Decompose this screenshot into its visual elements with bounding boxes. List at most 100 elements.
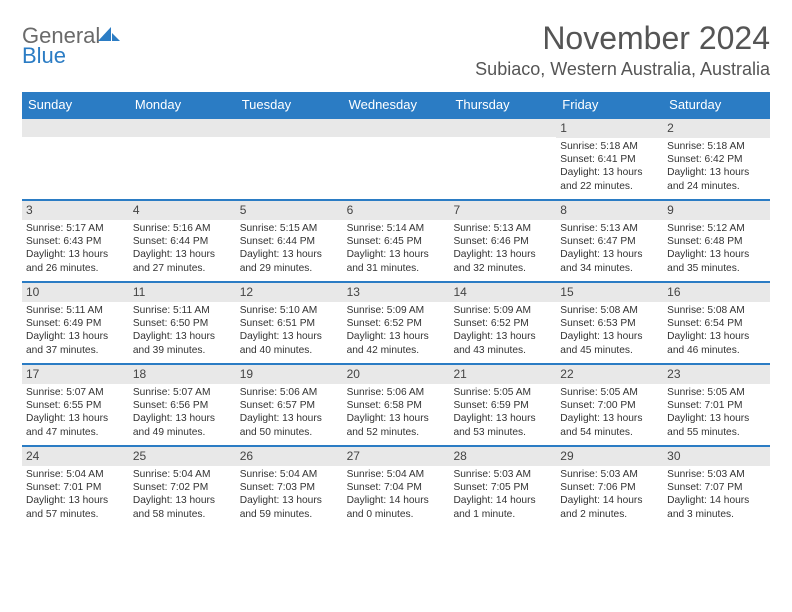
daylight-text: Daylight: 13 hours and 27 minutes. — [133, 248, 232, 274]
sunrise-text: Sunrise: 5:05 AM — [453, 386, 552, 399]
sunrise-text: Sunrise: 5:04 AM — [26, 468, 125, 481]
day-number: 29 — [556, 447, 663, 466]
dow-wed: Wednesday — [343, 92, 450, 117]
dow-mon: Monday — [129, 92, 236, 117]
daylight-text: Daylight: 13 hours and 54 minutes. — [560, 412, 659, 438]
week-row: 1Sunrise: 5:18 AMSunset: 6:41 PMDaylight… — [22, 117, 770, 199]
sunrise-text: Sunrise: 5:08 AM — [667, 304, 766, 317]
calendar: Sunday Monday Tuesday Wednesday Thursday… — [22, 92, 770, 527]
day-number: 11 — [129, 283, 236, 302]
day-number: 13 — [343, 283, 450, 302]
daylight-text: Daylight: 13 hours and 53 minutes. — [453, 412, 552, 438]
daylight-text: Daylight: 14 hours and 3 minutes. — [667, 494, 766, 520]
sunrise-text: Sunrise: 5:03 AM — [667, 468, 766, 481]
dow-fri: Friday — [556, 92, 663, 117]
day-number: 26 — [236, 447, 343, 466]
daylight-text: Daylight: 13 hours and 32 minutes. — [453, 248, 552, 274]
calendar-cell: 12Sunrise: 5:10 AMSunset: 6:51 PMDayligh… — [236, 281, 343, 363]
logo-part2: Blue — [22, 43, 66, 68]
sunrise-text: Sunrise: 5:03 AM — [453, 468, 552, 481]
sunset-text: Sunset: 6:43 PM — [26, 235, 125, 248]
calendar-cell: 4Sunrise: 5:16 AMSunset: 6:44 PMDaylight… — [129, 199, 236, 281]
sunrise-text: Sunrise: 5:14 AM — [347, 222, 446, 235]
calendar-cell: 27Sunrise: 5:04 AMSunset: 7:04 PMDayligh… — [343, 445, 450, 527]
day-number: 27 — [343, 447, 450, 466]
day-number — [236, 119, 343, 137]
location: Subiaco, Western Australia, Australia — [475, 59, 770, 80]
day-number: 20 — [343, 365, 450, 384]
day-number: 1 — [556, 119, 663, 138]
sunset-text: Sunset: 6:44 PM — [133, 235, 232, 248]
daylight-text: Daylight: 13 hours and 31 minutes. — [347, 248, 446, 274]
daylight-text: Daylight: 13 hours and 42 minutes. — [347, 330, 446, 356]
logo-text: General Blue — [22, 26, 120, 66]
calendar-cell: 3Sunrise: 5:17 AMSunset: 6:43 PMDaylight… — [22, 199, 129, 281]
day-number: 4 — [129, 201, 236, 220]
calendar-cell — [129, 117, 236, 199]
sunrise-text: Sunrise: 5:07 AM — [133, 386, 232, 399]
week-row: 10Sunrise: 5:11 AMSunset: 6:49 PMDayligh… — [22, 281, 770, 363]
sunset-text: Sunset: 6:58 PM — [347, 399, 446, 412]
sunset-text: Sunset: 7:01 PM — [26, 481, 125, 494]
calendar-cell: 5Sunrise: 5:15 AMSunset: 6:44 PMDaylight… — [236, 199, 343, 281]
daylight-text: Daylight: 14 hours and 1 minute. — [453, 494, 552, 520]
sunrise-text: Sunrise: 5:07 AM — [26, 386, 125, 399]
day-number: 3 — [22, 201, 129, 220]
calendar-cell: 25Sunrise: 5:04 AMSunset: 7:02 PMDayligh… — [129, 445, 236, 527]
daylight-text: Daylight: 13 hours and 37 minutes. — [26, 330, 125, 356]
sunset-text: Sunset: 7:03 PM — [240, 481, 339, 494]
sunset-text: Sunset: 7:07 PM — [667, 481, 766, 494]
sunrise-text: Sunrise: 5:11 AM — [26, 304, 125, 317]
calendar-cell: 7Sunrise: 5:13 AMSunset: 6:46 PMDaylight… — [449, 199, 556, 281]
sunset-text: Sunset: 7:02 PM — [133, 481, 232, 494]
calendar-cell: 20Sunrise: 5:06 AMSunset: 6:58 PMDayligh… — [343, 363, 450, 445]
header: General Blue November 2024 Subiaco, West… — [22, 20, 770, 80]
sunrise-text: Sunrise: 5:06 AM — [347, 386, 446, 399]
sunrise-text: Sunrise: 5:10 AM — [240, 304, 339, 317]
sunset-text: Sunset: 7:04 PM — [347, 481, 446, 494]
calendar-cell — [236, 117, 343, 199]
logo: General Blue — [22, 20, 120, 66]
calendar-cell: 8Sunrise: 5:13 AMSunset: 6:47 PMDaylight… — [556, 199, 663, 281]
day-number: 16 — [663, 283, 770, 302]
daylight-text: Daylight: 13 hours and 43 minutes. — [453, 330, 552, 356]
sunrise-text: Sunrise: 5:11 AM — [133, 304, 232, 317]
calendar-cell — [22, 117, 129, 199]
sunrise-text: Sunrise: 5:13 AM — [453, 222, 552, 235]
sunset-text: Sunset: 6:44 PM — [240, 235, 339, 248]
daylight-text: Daylight: 13 hours and 40 minutes. — [240, 330, 339, 356]
daylight-text: Daylight: 13 hours and 57 minutes. — [26, 494, 125, 520]
day-number — [343, 119, 450, 137]
calendar-cell: 1Sunrise: 5:18 AMSunset: 6:41 PMDaylight… — [556, 117, 663, 199]
sunset-text: Sunset: 6:51 PM — [240, 317, 339, 330]
sunrise-text: Sunrise: 5:15 AM — [240, 222, 339, 235]
day-number: 6 — [343, 201, 450, 220]
week-row: 24Sunrise: 5:04 AMSunset: 7:01 PMDayligh… — [22, 445, 770, 527]
sunset-text: Sunset: 6:52 PM — [347, 317, 446, 330]
calendar-cell: 6Sunrise: 5:14 AMSunset: 6:45 PMDaylight… — [343, 199, 450, 281]
sunrise-text: Sunrise: 5:05 AM — [667, 386, 766, 399]
sunset-text: Sunset: 6:49 PM — [26, 317, 125, 330]
calendar-cell: 21Sunrise: 5:05 AMSunset: 6:59 PMDayligh… — [449, 363, 556, 445]
daylight-text: Daylight: 13 hours and 50 minutes. — [240, 412, 339, 438]
week-row: 3Sunrise: 5:17 AMSunset: 6:43 PMDaylight… — [22, 199, 770, 281]
calendar-cell: 15Sunrise: 5:08 AMSunset: 6:53 PMDayligh… — [556, 281, 663, 363]
day-number: 17 — [22, 365, 129, 384]
sunset-text: Sunset: 6:46 PM — [453, 235, 552, 248]
daylight-text: Daylight: 13 hours and 29 minutes. — [240, 248, 339, 274]
daylight-text: Daylight: 13 hours and 45 minutes. — [560, 330, 659, 356]
calendar-cell: 11Sunrise: 5:11 AMSunset: 6:50 PMDayligh… — [129, 281, 236, 363]
calendar-cell: 23Sunrise: 5:05 AMSunset: 7:01 PMDayligh… — [663, 363, 770, 445]
day-number: 22 — [556, 365, 663, 384]
day-number: 28 — [449, 447, 556, 466]
calendar-cell: 14Sunrise: 5:09 AMSunset: 6:52 PMDayligh… — [449, 281, 556, 363]
sunset-text: Sunset: 6:47 PM — [560, 235, 659, 248]
sunrise-text: Sunrise: 5:04 AM — [240, 468, 339, 481]
title-block: November 2024 Subiaco, Western Australia… — [475, 20, 770, 80]
day-number: 14 — [449, 283, 556, 302]
sunset-text: Sunset: 6:50 PM — [133, 317, 232, 330]
sunset-text: Sunset: 6:59 PM — [453, 399, 552, 412]
week-row: 17Sunrise: 5:07 AMSunset: 6:55 PMDayligh… — [22, 363, 770, 445]
calendar-cell: 24Sunrise: 5:04 AMSunset: 7:01 PMDayligh… — [22, 445, 129, 527]
calendar-cell: 10Sunrise: 5:11 AMSunset: 6:49 PMDayligh… — [22, 281, 129, 363]
